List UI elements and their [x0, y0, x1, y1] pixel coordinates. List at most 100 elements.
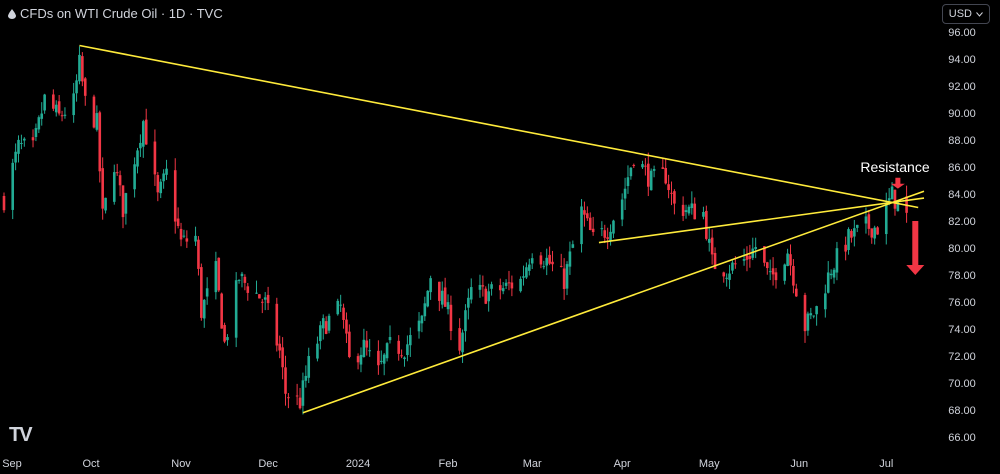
candle-body [623, 188, 627, 199]
candle-body [815, 306, 818, 315]
candle-body [345, 319, 348, 334]
candle-body [583, 210, 586, 215]
candle-body [789, 254, 792, 266]
trendline[interactable] [598, 197, 925, 244]
chart-title: CFDs on WTI Crude Oil · 1D · TVC [20, 6, 223, 21]
candle-body [443, 287, 447, 307]
candle-body [673, 191, 676, 204]
candle-body [498, 285, 502, 291]
candle-body [890, 186, 894, 200]
candle-body [223, 325, 226, 342]
candle-body [307, 356, 311, 378]
y-tick-label: 94.00 [948, 54, 976, 66]
candle-body [255, 292, 258, 294]
candle-body [185, 238, 189, 242]
candle-body [763, 246, 766, 263]
candle-body [95, 113, 99, 130]
candle-body [417, 320, 421, 332]
x-tick-label: May [699, 458, 720, 470]
candle-body [522, 276, 525, 278]
candle-body [217, 257, 221, 291]
candle-body [281, 347, 284, 368]
candle-body [469, 287, 473, 300]
candle-body [202, 299, 206, 319]
candle-body [214, 261, 218, 293]
candle-body [771, 268, 775, 275]
oil-drop-icon [8, 8, 16, 19]
candle-body [844, 244, 847, 252]
candle-body [853, 228, 856, 237]
candle-body [426, 290, 430, 307]
trendline[interactable] [79, 44, 919, 209]
chart-title-bar: CFDs on WTI Crude Oil · 1D · TVC [8, 6, 223, 21]
candle-body [809, 313, 813, 316]
candle-body [301, 380, 305, 406]
candle-body [304, 375, 308, 381]
candle-body [826, 272, 830, 293]
x-tick-label: Dec [258, 458, 278, 470]
x-tick-label: Jul [879, 458, 893, 470]
currency-button[interactable]: USD [941, 4, 990, 24]
candle-body [603, 230, 607, 238]
candle-body [873, 227, 876, 239]
candle-body [409, 335, 412, 346]
trendlines-layer [79, 44, 925, 414]
candle-body [568, 251, 572, 267]
candle-body [153, 141, 157, 175]
time-axis[interactable]: Sep Oct Nov Dec 2024 Feb Mar Apr May Jun Jul [2, 458, 893, 470]
candle-body [562, 268, 566, 289]
candle-body [742, 259, 746, 261]
candle-body [356, 356, 360, 363]
candle-body [368, 350, 371, 352]
candle-body [693, 203, 697, 220]
candle-body [768, 271, 772, 273]
candle-body [165, 168, 168, 175]
candle-body [34, 128, 38, 138]
tradingview-logo: TV [9, 424, 33, 446]
candle-body [783, 264, 786, 281]
candle-body [664, 167, 668, 184]
candle-body [530, 258, 534, 264]
chevron-down-icon [976, 11, 983, 17]
candle-body [194, 235, 197, 242]
candle-body [652, 168, 656, 171]
candle-body [629, 167, 633, 177]
candle-body [774, 272, 778, 281]
candle-body [684, 210, 688, 213]
candle-body [646, 163, 650, 187]
trendline[interactable] [302, 190, 925, 414]
x-tick-label: Apr [614, 458, 631, 470]
price-axis[interactable]: 96.00 94.00 92.00 90.00 88.00 86.00 84.00 82.00… [948, 27, 976, 444]
candle-body [519, 278, 522, 292]
candle-body [896, 200, 900, 212]
candle-body [420, 315, 424, 324]
candle-body [612, 220, 615, 234]
candle-body [243, 276, 247, 283]
candle-body [118, 175, 122, 186]
candle-body [641, 164, 644, 168]
candle-body [710, 237, 714, 255]
candle-body [104, 197, 107, 211]
candle-body [754, 247, 757, 250]
candle-body [527, 264, 531, 271]
candle-body [124, 193, 128, 214]
candle-body [702, 211, 705, 217]
candle-body [728, 273, 731, 280]
candle-body [78, 54, 81, 82]
candle-body [551, 261, 554, 265]
candle-body [548, 254, 551, 264]
y-tick-label: 72.00 [948, 351, 976, 363]
candle-body [182, 235, 186, 237]
y-tick-label: 70.00 [948, 378, 976, 390]
candle-body [31, 137, 35, 141]
candle-body [670, 192, 673, 194]
y-tick-label: 66.00 [948, 432, 976, 444]
candle-body [440, 290, 444, 305]
candles-layer [2, 46, 908, 415]
candle-body [484, 288, 488, 304]
candle-body [287, 397, 290, 399]
x-tick-label: Feb [439, 458, 458, 470]
candle-body [112, 172, 116, 202]
candle-body [731, 262, 734, 271]
